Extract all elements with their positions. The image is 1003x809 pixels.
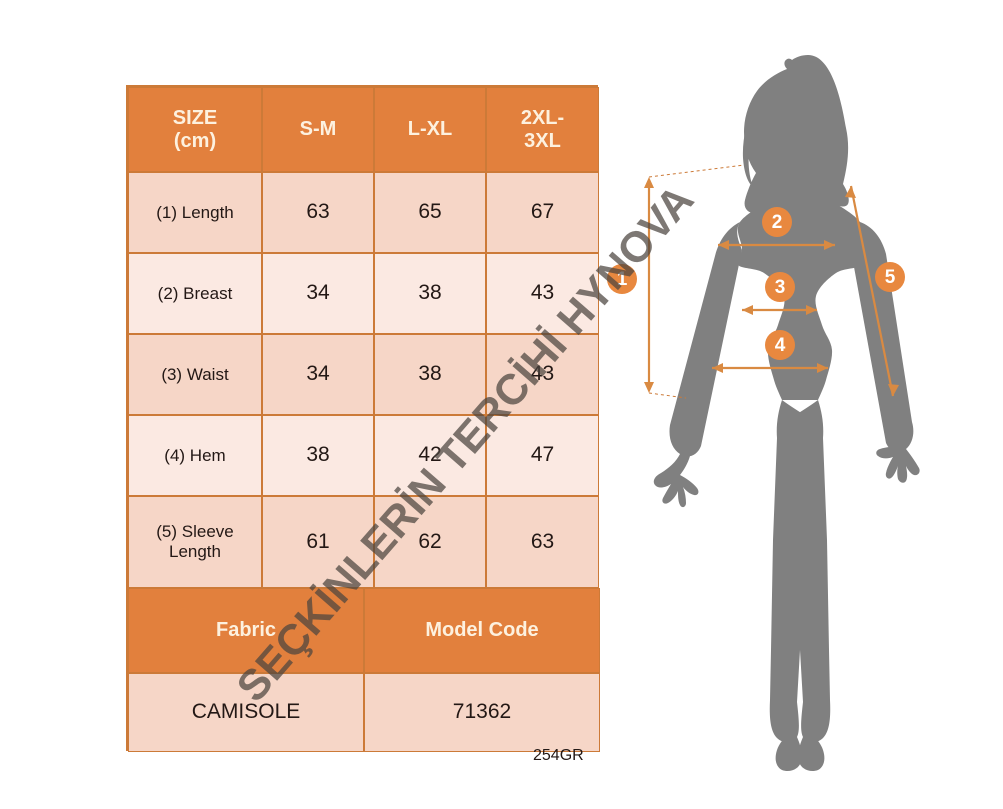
svg-text:2: 2 — [772, 212, 783, 233]
svg-text:3: 3 — [775, 277, 786, 298]
svg-text:4: 4 — [775, 335, 786, 356]
svg-text:5: 5 — [885, 267, 896, 288]
